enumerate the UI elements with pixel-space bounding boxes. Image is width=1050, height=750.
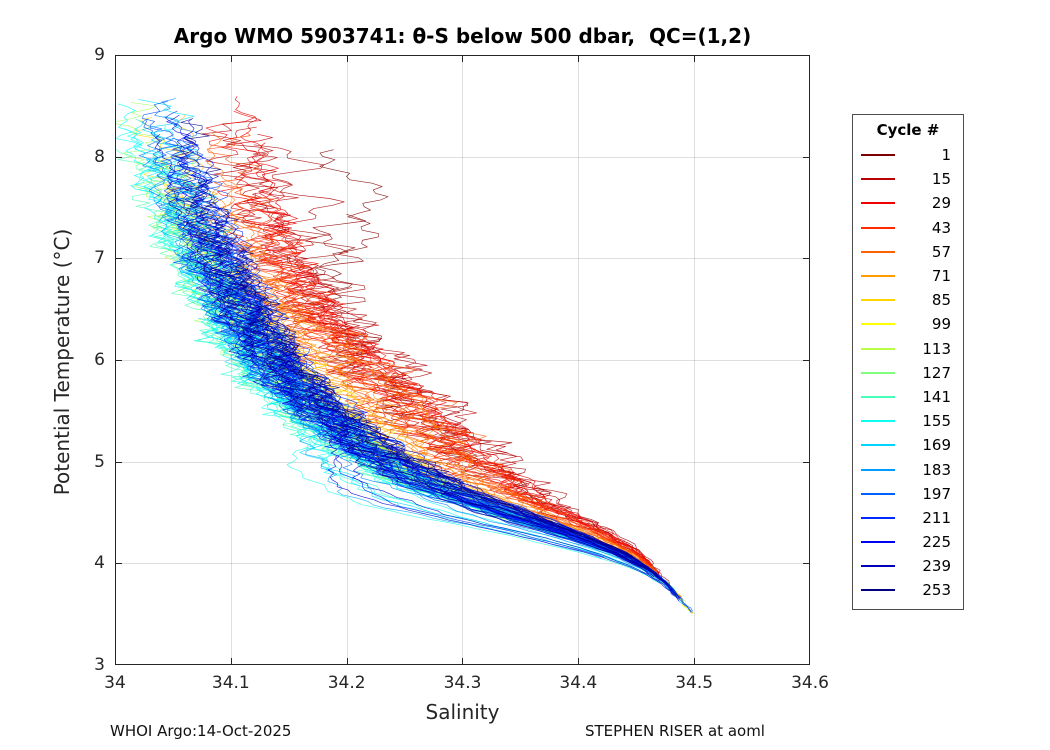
legend-line-sample: [861, 420, 895, 423]
legend-row: 183: [853, 457, 963, 481]
legend-cycle-number: 253: [922, 581, 951, 600]
legend-line-sample: [861, 468, 895, 471]
legend-line-sample: [861, 299, 895, 302]
legend-row: 225: [853, 530, 963, 554]
x-tick-label: 34.2: [327, 673, 366, 693]
y-tick-label: 6: [94, 350, 105, 370]
legend-cycle-number: 43: [931, 218, 951, 237]
legend-row: 15: [853, 167, 963, 191]
legend-line-sample: [861, 347, 895, 350]
legend-row: 155: [853, 409, 963, 433]
legend-line-sample: [861, 154, 895, 157]
plot-area: [115, 55, 810, 665]
plot-canvas: [115, 55, 810, 665]
legend-line-sample: [861, 492, 895, 495]
legend-line-sample: [861, 202, 895, 205]
chart-title: Argo WMO 5903741: θ-S below 500 dbar, QC…: [173, 24, 752, 48]
legend-row: 85: [853, 288, 963, 312]
legend-cycle-number: 211: [922, 508, 951, 527]
legend-title: Cycle #: [876, 121, 940, 139]
legend-line-sample: [861, 275, 895, 278]
legend-cycle-number: 155: [922, 412, 951, 431]
legend-cycle-number: 29: [931, 194, 951, 213]
legend-row: 169: [853, 433, 963, 457]
legend-cycle-number: 99: [931, 315, 951, 334]
legend-line-sample: [861, 516, 895, 519]
x-tick-label: 34.6: [791, 673, 829, 693]
legend-cycle-number: 1: [941, 146, 951, 165]
legend-row: 71: [853, 264, 963, 288]
legend-rows: 1 15 29 43 57 71 85 99 113 127 141 155 169 183 197 211 2…: [853, 143, 963, 603]
legend-line-sample: [861, 323, 895, 326]
legend: Cycle # 1 15 29 43 57 71 85 99 113 127 141 155 169 18…: [852, 114, 964, 610]
legend-line-sample: [861, 371, 895, 374]
x-tick-label: 34.4: [559, 673, 598, 693]
legend-row: 99: [853, 312, 963, 336]
legend-cycle-number: 71: [931, 267, 951, 286]
legend-cycle-number: 57: [931, 242, 951, 261]
legend-cycle-number: 239: [922, 557, 951, 576]
y-tick-label: 4: [94, 553, 105, 574]
legend-line-sample: [861, 226, 895, 229]
legend-line-sample: [861, 395, 895, 398]
y-tick-label: 9: [94, 45, 105, 65]
legend-line-sample: [861, 589, 895, 592]
legend-cycle-number: 113: [922, 339, 951, 358]
legend-cycle-number: 141: [922, 387, 951, 406]
y-tick-label: 5: [94, 451, 105, 472]
legend-row: 141: [853, 385, 963, 409]
legend-row: 43: [853, 216, 963, 240]
legend-cycle-number: 85: [931, 291, 951, 310]
legend-line-sample: [861, 444, 895, 447]
legend-row: 113: [853, 337, 963, 361]
legend-cycle-number: 127: [922, 363, 951, 382]
legend-cycle-number: 169: [922, 436, 951, 455]
legend-cycle-number: 197: [922, 484, 951, 503]
y-tick-label: 7: [94, 248, 105, 269]
legend-row: 253: [853, 578, 963, 602]
legend-cycle-number: 15: [931, 170, 951, 189]
x-tick-label: 34.3: [443, 673, 482, 693]
legend-row: 197: [853, 482, 963, 506]
x-tick-label: 34.1: [211, 673, 250, 693]
legend-row: 1: [853, 143, 963, 167]
footer-right-text: STEPHEN RISER at aoml: [585, 722, 765, 740]
legend-cycle-number: 225: [922, 533, 951, 552]
legend-line-sample: [861, 250, 895, 253]
y-tick-label: 8: [94, 146, 105, 167]
footer-left-text: WHOI Argo:14-Oct-2025: [110, 722, 292, 740]
legend-line-sample: [861, 178, 895, 181]
y-tick-label: 3: [94, 655, 105, 675]
legend-line-sample: [861, 541, 895, 544]
x-axis-label: Salinity: [425, 700, 500, 724]
legend-row: 57: [853, 240, 963, 264]
legend-row: 239: [853, 554, 963, 578]
legend-line-sample: [861, 565, 895, 568]
x-tick-label: 34.5: [675, 673, 714, 693]
legend-row: 211: [853, 506, 963, 530]
legend-cycle-number: 183: [922, 460, 951, 479]
legend-row: 127: [853, 361, 963, 385]
legend-row: 29: [853, 191, 963, 215]
x-tick-label: 34: [104, 673, 126, 693]
